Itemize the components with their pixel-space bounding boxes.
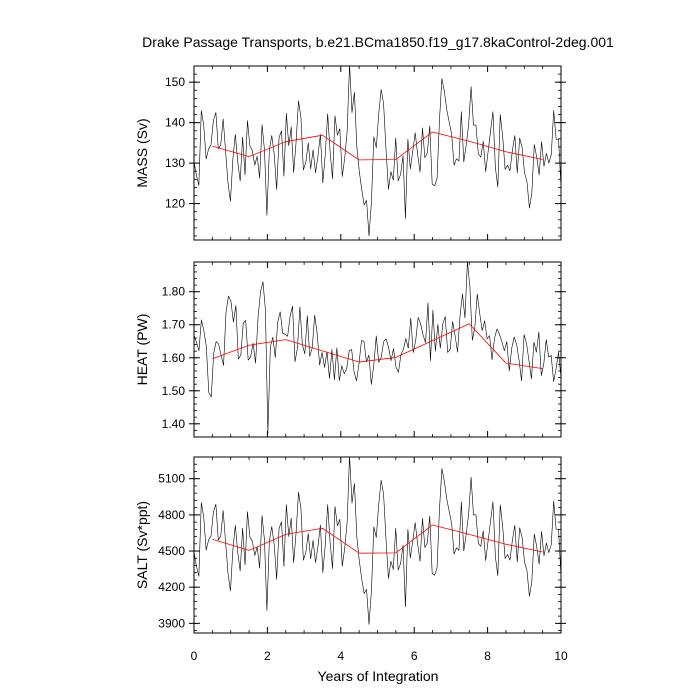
- x-tick-label: 2: [264, 649, 271, 663]
- mass-ytick-label: 130: [165, 156, 185, 170]
- salt-y-axis-label: SALT (Sv*ppt): [134, 501, 150, 589]
- heat-ytick-label: 1.60: [162, 351, 186, 365]
- x-tick-label: 4: [337, 649, 344, 663]
- heat-series-annual-mean: [212, 323, 543, 370]
- salt-ytick-label: 3900: [158, 616, 185, 630]
- x-tick-label: 10: [554, 649, 568, 663]
- mass-series-monthly: [194, 66, 561, 237]
- heat-y-axis-label: HEAT (PW): [134, 314, 150, 386]
- mass-series-annual-mean: [212, 131, 543, 161]
- salt-series-annual-mean: [212, 524, 543, 554]
- salt-ytick-label: 4500: [158, 544, 185, 558]
- heat-ytick-label: 1.70: [162, 318, 186, 332]
- x-tick-label: 0: [191, 649, 198, 663]
- salt-ytick-label: 4200: [158, 580, 185, 594]
- heat-series-monthly: [194, 262, 561, 434]
- salt-ytick-label: 4800: [158, 508, 185, 522]
- chart-title: Drake Passage Transports, b.e21.BCma1850…: [142, 34, 614, 50]
- mass-ytick-label: 150: [165, 75, 185, 89]
- mass-y-axis-label: MASS (Sv): [134, 118, 150, 187]
- mass-ytick-label: 140: [165, 116, 185, 130]
- salt-panel: 3900 4200 4500 4800 5100 SALT (Sv*ppt): [134, 456, 566, 634]
- x-axis-label: Years of Integration: [318, 668, 439, 684]
- heat-ytick-label: 1.40: [162, 417, 186, 431]
- mass-ytick-label: 120: [165, 197, 185, 211]
- mass-panel: 120 130 140 150 MASS (Sv): [134, 65, 566, 241]
- x-tick-label: 8: [484, 649, 491, 663]
- mass-plot-frame: [193, 65, 562, 241]
- heat-ytick-label: 1.80: [162, 285, 186, 299]
- salt-ytick-label: 5100: [158, 472, 185, 486]
- panel-stack: 120 130 140 150 MASS (Sv) 1.40 1.50 1.60 1.70 1.8…: [134, 65, 568, 663]
- salt-plot-frame: [193, 456, 562, 634]
- salt-series-monthly: [194, 457, 561, 625]
- x-tick-label: 6: [411, 649, 418, 663]
- heat-panel: 1.40 1.50 1.60 1.70 1.80 HEAT (PW): [134, 261, 566, 438]
- heat-ytick-label: 1.50: [162, 384, 186, 398]
